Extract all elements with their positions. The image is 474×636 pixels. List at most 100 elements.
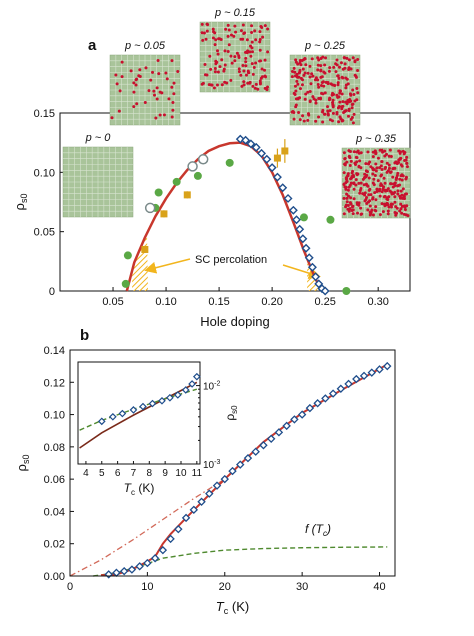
panel-b-ylabel: ρs0 xyxy=(14,455,31,472)
panel-a-xtick-label: 0.15 xyxy=(208,296,229,308)
dopant-site xyxy=(399,163,403,167)
dopant-site xyxy=(344,86,348,90)
dopant-site xyxy=(342,151,346,155)
dopant-site xyxy=(379,174,383,178)
dopant-site xyxy=(380,202,384,206)
dopant-site xyxy=(387,195,391,199)
green-point xyxy=(121,279,130,288)
dopant-site xyxy=(200,22,204,26)
dopant-site xyxy=(357,181,361,185)
diamond-point xyxy=(307,262,317,272)
panel-b-xtick-label: 10 xyxy=(141,581,153,593)
dopant-site xyxy=(343,162,347,166)
dopant-site xyxy=(227,28,231,32)
dopant-site xyxy=(251,72,255,76)
dopant-site xyxy=(249,54,253,58)
dopant-site xyxy=(132,105,136,109)
dopant-site xyxy=(396,192,400,196)
dopant-site xyxy=(352,93,356,97)
orange-square-point xyxy=(183,191,191,199)
dopant-site xyxy=(317,58,321,62)
dopant-site xyxy=(258,38,262,42)
diamond-point xyxy=(278,183,288,193)
inset-diamond-point xyxy=(158,396,166,405)
dopant-site xyxy=(248,80,252,84)
inset-xlabel-main: T xyxy=(124,481,133,495)
dopant-site xyxy=(337,105,341,109)
dopant-site xyxy=(359,186,363,190)
dopant-site xyxy=(389,170,393,174)
dopant-site xyxy=(144,66,148,70)
green-point xyxy=(154,188,163,197)
diamond-point xyxy=(197,497,206,506)
dopant-site xyxy=(135,102,139,106)
dopant-site xyxy=(260,25,264,29)
dopant-site xyxy=(399,202,403,206)
panel-a-xtick-label: 0.10 xyxy=(155,296,176,308)
diamond-point xyxy=(266,434,276,444)
dopant-site xyxy=(364,162,368,166)
dopant-site xyxy=(369,165,373,169)
dopant-site xyxy=(387,154,391,158)
dopant-site xyxy=(386,212,390,216)
dopant-site xyxy=(205,29,209,33)
dopant-site xyxy=(401,174,405,178)
dopant-site xyxy=(306,71,310,75)
dopant-site xyxy=(394,160,398,164)
dopant-site xyxy=(308,90,312,94)
inset-diamond-point xyxy=(129,406,138,414)
dopant-site xyxy=(336,74,340,78)
dopant-site xyxy=(258,40,262,44)
dopant-site xyxy=(356,149,360,153)
dopant-site xyxy=(154,116,158,120)
dopant-site xyxy=(323,71,327,75)
dopant-site xyxy=(326,105,330,109)
green-point xyxy=(123,251,132,260)
dopant-site xyxy=(348,183,352,187)
dopant-site xyxy=(383,202,387,206)
dopant-site xyxy=(400,211,404,215)
dopant-site xyxy=(303,71,307,75)
dopant-site xyxy=(212,86,216,90)
dopant-site xyxy=(129,69,133,73)
dopant-site xyxy=(338,100,342,104)
dopant-site xyxy=(353,99,357,103)
orange-square-point xyxy=(273,154,281,162)
inset-ytick-label: 10-3 xyxy=(203,459,220,471)
dopant-site xyxy=(246,81,250,85)
dopant-site xyxy=(393,181,397,185)
inset-ytick-exp: -3 xyxy=(214,459,220,466)
dopant-site xyxy=(201,38,205,42)
dopant-site xyxy=(383,167,387,171)
panel-a-ytick-label: 0.15 xyxy=(34,108,55,120)
diamond-point xyxy=(282,421,291,431)
dopant-site xyxy=(319,69,323,73)
dopant-site xyxy=(248,50,252,54)
diamond-point xyxy=(311,272,321,282)
dopant-site xyxy=(250,50,254,54)
dopant-site xyxy=(397,161,401,165)
dopant-site xyxy=(356,211,360,215)
dopant-site xyxy=(378,213,382,217)
dopant-site xyxy=(170,85,174,89)
dopant-site xyxy=(205,73,209,77)
dopant-site xyxy=(363,175,367,179)
dopant-site xyxy=(352,187,356,191)
dopant-site xyxy=(242,69,246,73)
panel-b-plot xyxy=(69,349,396,579)
inset-xtick-label: 11 xyxy=(192,468,203,479)
dopant-site xyxy=(371,172,375,176)
panel-a-ytick-label: 0.05 xyxy=(34,227,55,239)
dopant-site xyxy=(240,84,244,88)
dopant-site xyxy=(351,204,355,208)
dopant-site xyxy=(314,101,318,105)
dopant-site xyxy=(348,156,352,160)
dopant-site xyxy=(373,174,377,178)
dopant-site xyxy=(323,63,327,67)
dopant-site xyxy=(369,193,373,197)
diamond-point xyxy=(383,361,392,371)
dopant-site xyxy=(213,70,217,74)
diamond-point xyxy=(375,365,384,374)
dopant-site xyxy=(176,70,180,74)
